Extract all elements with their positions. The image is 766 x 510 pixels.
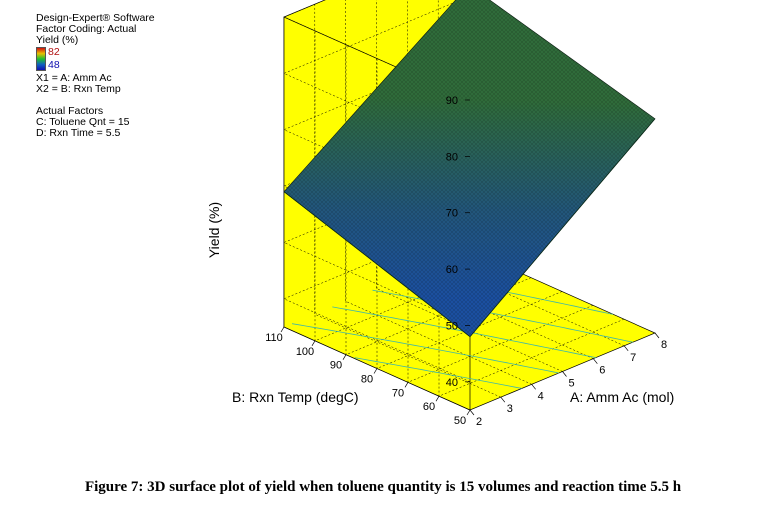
y-tick-label: 110 <box>265 332 283 344</box>
y-tick-label: 70 <box>392 387 404 399</box>
x1-definition: X1 = A: Amm Ac <box>36 72 112 84</box>
factor-coding: Factor Coding: Actual <box>36 23 137 35</box>
color-legend-max: 82 <box>48 46 60 58</box>
surface-plot: 40 50 60 70 80 90 2 3 4 5 6 7 8 50 60 70 80 90 100 110 Yiel… <box>206 0 674 428</box>
y-tick-label: 50 <box>454 415 466 427</box>
y-axis-label: B: Rxn Temp (degC) <box>232 389 359 405</box>
x-tick-label: 2 <box>476 416 482 428</box>
factor-c: C: Toluene Qnt = 15 <box>36 116 130 128</box>
software-name: Design-Expert® Software <box>36 12 155 24</box>
x-tick-label: 4 <box>538 390 544 402</box>
x-tick-label: 6 <box>599 365 605 377</box>
y-tick-label: 80 <box>361 374 373 386</box>
x2-definition: X2 = B: Rxn Temp <box>36 83 121 95</box>
y-tick-label: 100 <box>296 346 314 358</box>
x-axis-label: A: Amm Ac (mol) <box>570 389 674 405</box>
z-axis-label: Yield (%) <box>206 202 222 258</box>
color-legend-gradient <box>36 47 46 71</box>
floor-contour <box>372 289 633 343</box>
x-tick-label: 5 <box>568 378 574 390</box>
x-tick-label: 7 <box>630 352 636 364</box>
x-tick-label: 3 <box>507 403 513 415</box>
x-tick-label: 8 <box>661 339 667 351</box>
y-gridline <box>314 30 501 342</box>
y-gridline <box>407 72 594 383</box>
surface-edge <box>283 118 656 338</box>
factor-d: D: Rxn Time = 5.5 <box>36 127 121 139</box>
y-tick-label: 60 <box>423 401 435 413</box>
z-tick-label: 40 <box>446 377 458 389</box>
z-tick-label: 80 <box>446 151 458 163</box>
z-tick-label: 90 <box>446 95 458 107</box>
z-tick-label: 50 <box>446 320 458 332</box>
z-tick-label: 70 <box>446 208 458 220</box>
floor-contour <box>354 357 522 389</box>
color-legend: 82 48 <box>36 47 155 71</box>
figure-caption: Figure 7: 3D surface plot of yield when … <box>84 479 682 495</box>
response-name: Yield (%) <box>36 34 79 46</box>
y-tick-label: 90 <box>330 360 342 372</box>
floor-contour <box>291 323 559 374</box>
z-tick-label: 60 <box>446 264 458 276</box>
color-legend-min: 48 <box>48 59 60 71</box>
design-info-panel: Design-Expert® Software Factor Coding: A… <box>36 13 155 139</box>
actual-factors-title: Actual Factors <box>36 105 104 117</box>
